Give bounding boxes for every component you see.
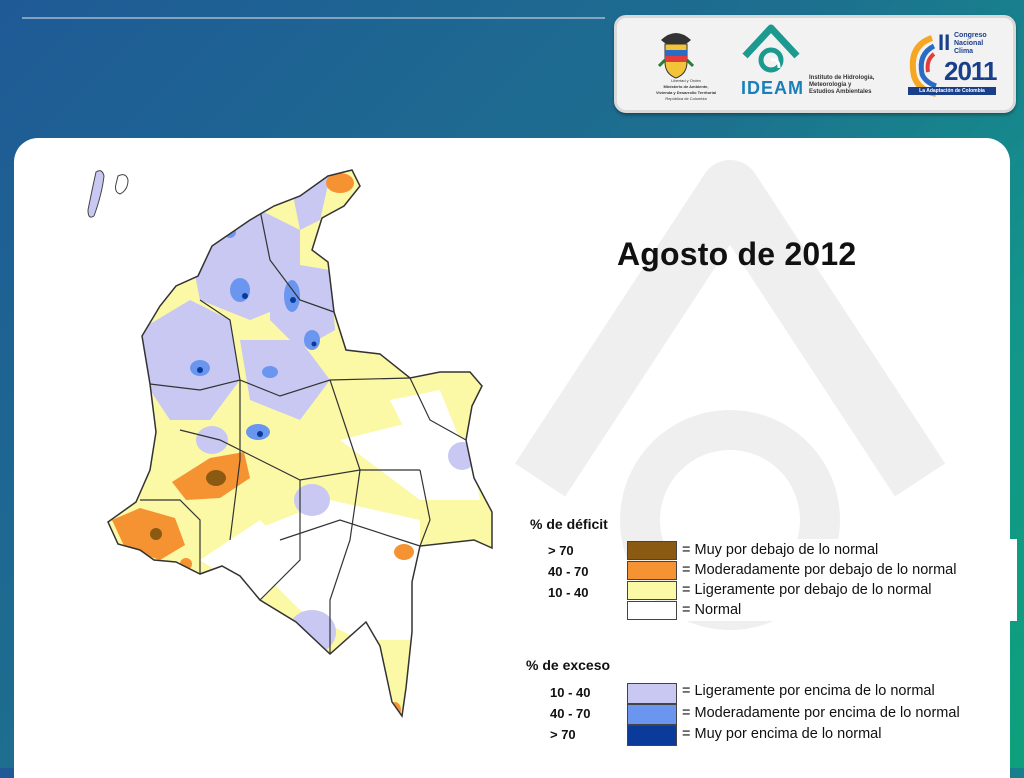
congreso-tagline: La Adaptación de Colombia <box>908 87 996 95</box>
map-fill <box>108 170 492 716</box>
legend-exceso-label-2: = Moderadamente por encima de lo normal <box>682 705 960 721</box>
legend-deficit-range-2: 40 - 70 <box>548 564 589 579</box>
legend-exceso-label-1: = Ligeramente por encima de lo normal <box>682 683 935 699</box>
ministerio-text-2: Ministerio de Ambiente, <box>663 84 709 89</box>
legend-exceso-heading: % de exceso <box>526 657 611 673</box>
ministerio-text-1: Libertad y Orden <box>671 78 701 83</box>
map-title: Agosto de 2012 <box>617 236 857 272</box>
ideam-name-line-2: Meteorología y <box>809 82 852 88</box>
legend-swatch-exceso-3 <box>627 725 677 746</box>
legend-swatch-deficit-3 <box>627 581 677 600</box>
congreso-year: 2011 <box>944 56 997 86</box>
ideam-name-line-1: Instituto de Hidrología, <box>809 75 875 81</box>
legend-deficit-label-2: = Moderadamente por debajo de lo normal <box>682 562 957 578</box>
ideam-brand: IDEAM <box>741 78 804 98</box>
legend-exceso-range-3: > 70 <box>550 727 576 742</box>
legend-swatch-exceso-1 <box>627 683 677 704</box>
congreso-logo: II Congreso Nacional Clima 2011 La Adapt… <box>900 18 1010 110</box>
legend-deficit-range-1: > 70 <box>548 543 574 558</box>
congreso-word-2: Nacional <box>954 40 984 47</box>
legend-swatch-deficit-4 <box>627 601 677 620</box>
ideam-name-line-3: Estudios Ambientales <box>809 89 872 95</box>
congreso-word-3: Clima <box>954 48 974 55</box>
legend-deficit-label-panel <box>677 539 1017 621</box>
congreso-words: Congreso Nacional Clima <box>954 32 987 56</box>
legend-exceso-label-3: = Muy por encima de lo normal <box>682 726 882 742</box>
congreso-roman: II <box>938 30 951 55</box>
colombia-outline <box>107 169 493 718</box>
legend-deficit-label-1: = Muy por debajo de lo normal <box>682 542 879 558</box>
ideam-logo: IDEAM Instituto de Hidrología, Meteorolo… <box>737 18 897 110</box>
legend-deficit-range-3: 10 - 40 <box>548 585 589 600</box>
ideam-full-name: Instituto de Hidrología, Meteorología y … <box>809 75 874 96</box>
ministerio-text-4: República de Colombia <box>665 96 707 101</box>
providencia-island <box>115 174 129 195</box>
legend-deficit-heading: % de déficit <box>530 516 608 532</box>
logo-panel: Libertad y Orden Ministerio de Ambiente,… <box>614 15 1016 113</box>
coat-of-arms-icon <box>657 33 695 79</box>
ministerio-logo: Libertad y Orden Ministerio de Ambiente,… <box>631 18 741 110</box>
ideam-emblem-icon <box>742 24 800 73</box>
congreso-word-1: Congreso <box>954 32 987 39</box>
san-andres-island <box>87 170 105 218</box>
legend-deficit-label-4: = Normal <box>682 602 742 618</box>
legend-exceso-range-1: 10 - 40 <box>550 685 591 700</box>
legend-exceso-range-2: 40 - 70 <box>550 706 591 721</box>
legend-swatch-exceso-2 <box>627 704 677 725</box>
ministerio-text-3: Vivienda y Desarrollo Territorial <box>655 90 717 95</box>
legend-swatch-deficit-1 <box>627 541 677 560</box>
legend-deficit-label-3: = Ligeramente por debajo de lo normal <box>682 582 932 598</box>
legend-swatch-deficit-2 <box>627 561 677 580</box>
header-divider <box>22 17 605 19</box>
